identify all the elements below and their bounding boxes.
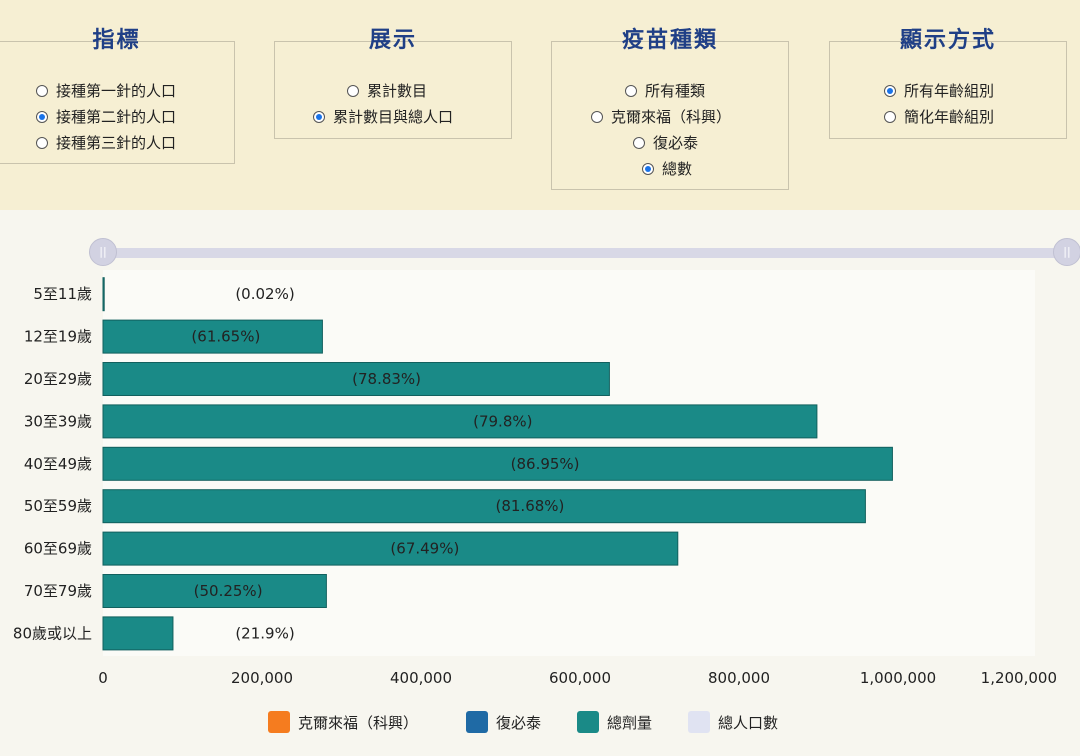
x-tick-label: 600,000 (549, 669, 611, 687)
display-panel-title: 展示 (368, 28, 417, 53)
vaccine-option-sinovac[interactable]: 克爾來福（科興） (591, 107, 731, 127)
bar[interactable] (102, 404, 818, 439)
radio-selected-icon[interactable] (36, 111, 48, 123)
bar[interactable] (102, 362, 610, 396)
filter-panel-area (0, 0, 1080, 210)
view-mode-panel-title: 顯示方式 (899, 28, 996, 53)
legend-item-total-doses[interactable]: 總劑量 (577, 711, 652, 735)
display-option-cumulative-population[interactable]: 累計數目與總人口 (313, 107, 453, 127)
display-panel-box (274, 41, 512, 139)
range-slider-left-handle[interactable] (89, 238, 117, 266)
vaccine-panel-box (551, 41, 789, 190)
x-tick-label: 1,000,000 (860, 669, 936, 687)
radio-icon[interactable] (625, 85, 637, 97)
bar[interactable] (102, 277, 105, 312)
percent-label: (86.95%) (511, 455, 580, 473)
radio-icon[interactable] (884, 111, 896, 123)
indicator-panel: 指標 (0, 24, 235, 58)
category-label: 40至49歲 (24, 455, 92, 473)
category-label: 80歲或以上 (13, 624, 92, 642)
percent-label: (67.49%) (390, 540, 459, 558)
bar[interactable] (102, 489, 866, 524)
category-label: 30至39歲 (24, 412, 92, 430)
view-mode-panel: 顯示方式 (829, 24, 1067, 58)
view-mode-panel-box (829, 41, 1067, 139)
percent-label: (0.02%) (235, 285, 294, 303)
vaccine-panel: 疫苗種類 (551, 24, 789, 58)
legend-swatch-sinovac (268, 711, 290, 733)
category-label: 50至59歲 (24, 497, 92, 515)
radio-icon[interactable] (591, 111, 603, 123)
category-label: 12至19歲 (24, 328, 92, 346)
range-slider-track[interactable] (103, 248, 1067, 258)
bar[interactable] (102, 319, 323, 354)
x-tick-label: 0 (98, 669, 108, 687)
radio-icon[interactable] (347, 85, 359, 97)
percent-label: (78.83%) (352, 370, 421, 388)
radio-icon[interactable] (36, 85, 48, 97)
legend-item-biontech[interactable]: 復必泰 (466, 711, 541, 735)
indicator-option-dose2[interactable]: 接種第二針的人口 (36, 107, 176, 127)
radio-icon[interactable] (633, 137, 645, 149)
x-tick-label: 400,000 (390, 669, 452, 687)
percent-label: (50.25%) (194, 582, 263, 600)
legend-swatch-total-population (688, 711, 710, 733)
radio-selected-icon[interactable] (884, 85, 896, 97)
category-label: 5至11歲 (33, 285, 92, 303)
legend-item-total-population[interactable]: 總人口數 (688, 711, 778, 735)
percent-label: (61.65%) (191, 328, 260, 346)
radio-icon[interactable] (36, 137, 48, 149)
view-option-simplified-ages[interactable]: 簡化年齡組別 (884, 107, 994, 127)
range-slider-right-handle[interactable] (1053, 238, 1080, 266)
vaccine-option-all[interactable]: 所有種類 (625, 81, 705, 101)
indicator-panel-title: 指標 (92, 28, 141, 53)
percent-label: (79.8%) (473, 412, 532, 430)
indicator-option-dose1[interactable]: 接種第一針的人口 (36, 81, 176, 101)
display-option-cumulative[interactable]: 累計數目 (347, 81, 427, 101)
radio-selected-icon[interactable] (313, 111, 325, 123)
display-panel: 展示 (274, 24, 512, 58)
bar[interactable] (102, 531, 679, 566)
vaccine-panel-title: 疫苗種類 (621, 28, 718, 53)
indicator-panel-box (0, 41, 235, 164)
category-label: 70至79歲 (24, 582, 92, 600)
bar[interactable] (102, 446, 893, 481)
radio-selected-icon[interactable] (642, 163, 654, 175)
percent-label: (21.9%) (235, 624, 294, 642)
category-label: 60至69歲 (24, 540, 92, 558)
indicator-option-dose3[interactable]: 接種第三針的人口 (36, 133, 176, 153)
bar[interactable] (102, 616, 174, 651)
x-tick-label: 200,000 (231, 669, 293, 687)
chart-legend: 克爾來福（科興） 復必泰 總劑量 總人口數 (0, 711, 1080, 735)
vaccine-option-biontech[interactable]: 復必泰 (633, 133, 698, 153)
category-label: 20至29歲 (24, 370, 92, 388)
bar[interactable] (102, 574, 327, 608)
legend-swatch-total-doses (577, 711, 599, 733)
vaccine-option-total[interactable]: 總數 (642, 159, 692, 179)
x-tick-label: 800,000 (708, 669, 770, 687)
view-option-all-ages[interactable]: 所有年齡組別 (884, 81, 994, 101)
legend-swatch-biontech (466, 711, 488, 733)
percent-label: (81.68%) (495, 497, 564, 515)
legend-item-sinovac[interactable]: 克爾來福（科興） (268, 711, 418, 735)
x-tick-label: 1,200,000 (981, 669, 1057, 687)
